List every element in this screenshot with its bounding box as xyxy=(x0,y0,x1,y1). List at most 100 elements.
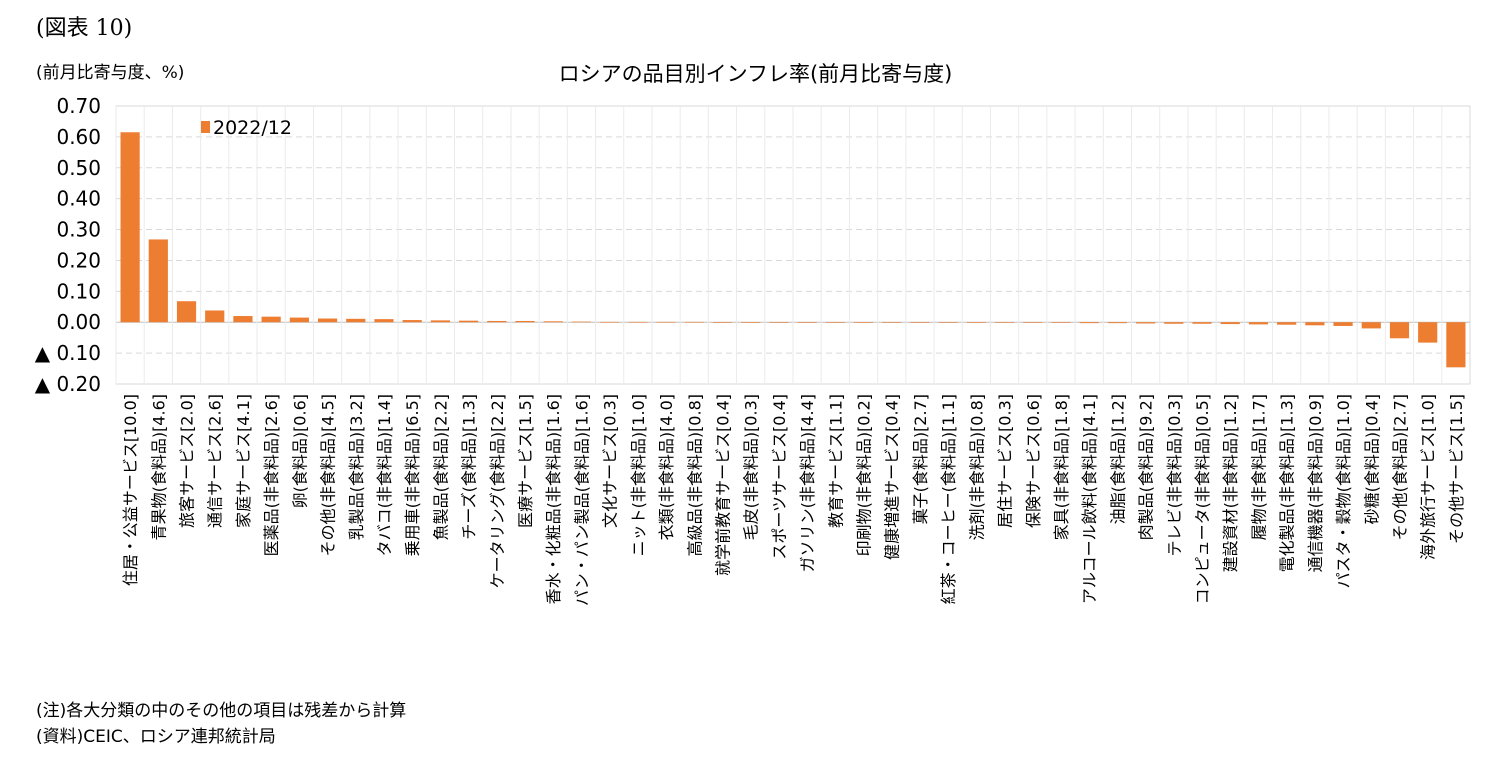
bar xyxy=(1277,322,1297,325)
x-tick-label: 高級品(非食料品)[0.8] xyxy=(685,394,704,556)
y-tick-label: 0.00 xyxy=(56,310,101,334)
bar xyxy=(346,318,366,323)
bar xyxy=(825,322,845,323)
x-tick-label: 健康増進サービス[0.4] xyxy=(883,394,902,560)
x-tick-label: 衣類(非食料品)[4.0] xyxy=(657,394,676,540)
x-tick-label: 就学前教育サービス[0.4] xyxy=(713,394,732,576)
bar xyxy=(1333,322,1353,326)
bar xyxy=(600,321,620,323)
bar xyxy=(1051,322,1071,323)
x-tick-label: 洗剤(非食料品)[0.8] xyxy=(967,394,986,540)
x-tick-label: 建設資材(非食料品)[1.2] xyxy=(1221,394,1240,572)
footnote: (注)各大分類の中のその他の項目は残差から計算 xyxy=(36,701,407,721)
y-tick-label: 0.70 xyxy=(56,94,101,118)
bars xyxy=(120,132,1466,368)
x-tick-label: 履物(非食料品)[1.7] xyxy=(1249,394,1268,540)
x-tick-label: 乗用車(非食料品)[6.5] xyxy=(403,394,422,556)
chart-title: ロシアの品目別インフレ率(前月比寄与度) xyxy=(558,62,953,86)
bar xyxy=(261,316,281,323)
x-tick-label: 紅茶・コーヒー(食料品)[1.1] xyxy=(939,394,958,604)
y-tick-label: 0.50 xyxy=(56,156,101,180)
x-tick-label: タバコ(非食料品)[1.4] xyxy=(375,394,394,556)
bar xyxy=(797,322,817,323)
y-tick-label: 0.40 xyxy=(56,187,101,211)
x-tick-label: チーズ(食料品)[1.3] xyxy=(460,394,479,540)
bar xyxy=(205,310,225,323)
x-tick-label: 印刷物(非食料品)[0.2] xyxy=(855,394,874,556)
bar xyxy=(1192,322,1212,324)
bar xyxy=(684,321,704,323)
x-tick-label: 香水・化粧品(非食料品)[1.6] xyxy=(544,394,563,604)
bar-chart: 0.70 0.60 0.50 0.40 0.30 0.20 0.10 0.00 ▲ 0.10 ▲ … xyxy=(35,94,1471,606)
y-tick-label: 0.30 xyxy=(56,218,101,242)
bar xyxy=(1361,322,1381,329)
x-tick-label: 電化製品(非食料品)[1.3] xyxy=(1278,394,1297,572)
gridlines xyxy=(115,105,1471,385)
bar xyxy=(233,316,253,323)
bar xyxy=(402,320,422,323)
x-tick-label: 青果物(食料品)[4.6] xyxy=(149,394,168,540)
bar xyxy=(543,321,563,323)
bar xyxy=(1446,322,1466,368)
legend-label: 2022/12 xyxy=(213,117,292,139)
x-tick-label: 保険サービス[0.6] xyxy=(1024,394,1043,528)
bar xyxy=(882,322,902,323)
x-tick-label: アルコール飲料(食料品)[4.1] xyxy=(1080,394,1099,604)
bar xyxy=(176,301,197,323)
x-tick-label: テレビ(非食料品)[0.3] xyxy=(1165,394,1184,556)
bar xyxy=(1107,322,1127,324)
y-tick-label: ▲ 0.20 xyxy=(35,372,101,396)
x-tick-label: 肉製品(食料品)[9.2] xyxy=(1137,394,1156,540)
x-axis-ticks: 住居・公益サービス[10.0] 青果物(食料品)[4.6] 旅客サービス[2.0] 通… xyxy=(121,394,1466,606)
x-tick-label: 家具(非食料品)[1.8] xyxy=(1052,394,1071,540)
bar xyxy=(628,321,648,323)
x-tick-label: 家庭サービス[4.1] xyxy=(234,394,253,528)
x-tick-label: 医療サービス[1.5] xyxy=(516,394,535,528)
y-tick-label: ▲ 0.10 xyxy=(35,341,101,365)
x-tick-label: 通信機器(非食料品)[0.9] xyxy=(1306,394,1325,572)
bar xyxy=(148,239,168,323)
x-tick-label: 医薬品(非食料品)[2.6] xyxy=(262,394,281,556)
x-tick-label: パスタ・穀物(食料品)[1.0] xyxy=(1334,394,1353,588)
x-tick-label: 住居・公益サービス[10.0] xyxy=(121,394,140,586)
x-tick-label: 油脂(食料品)[1.2] xyxy=(1108,394,1127,524)
bar xyxy=(1220,322,1240,325)
bar xyxy=(1248,322,1269,325)
x-tick-label: 乳製品(食料品)[3.2] xyxy=(347,394,366,540)
x-tick-label: 文化サービス[0.3] xyxy=(601,394,620,528)
x-tick-label: ニット(非食料品)[1.0] xyxy=(629,394,648,556)
y-tick-label: 0.20 xyxy=(56,248,101,272)
bar xyxy=(289,317,309,323)
bar xyxy=(1305,322,1325,326)
bar xyxy=(853,322,874,323)
legend: 2022/12 xyxy=(201,117,292,139)
x-tick-label: コンピュータ(非食料品)[0.5] xyxy=(1193,394,1212,604)
figure-label: (図表 10) xyxy=(36,16,133,41)
bar xyxy=(1164,322,1184,324)
bar xyxy=(712,322,733,323)
x-tick-label: 菓子(食料品)[2.7] xyxy=(911,394,930,524)
x-tick-label: ガソリン(非食料品)[4.4] xyxy=(798,394,817,572)
x-tick-label: パン・パン製品(食料品)[1.6] xyxy=(572,394,591,606)
bar xyxy=(1023,322,1043,323)
bar xyxy=(459,320,479,323)
y-tick-label: 0.60 xyxy=(56,125,101,149)
x-tick-label: その他サービス[1.5] xyxy=(1447,394,1466,544)
x-tick-label: 卵(食料品)[0.6] xyxy=(290,394,309,508)
y-axis-ticks: 0.70 0.60 0.50 0.40 0.30 0.20 0.10 0.00 ▲ 0.10 ▲ … xyxy=(35,94,101,396)
bar xyxy=(994,322,1015,323)
x-tick-label: 砂糖(食料品)[0.4] xyxy=(1362,394,1381,524)
x-tick-label: その他(食料品)[2.7] xyxy=(1390,394,1409,540)
x-tick-label: スポーツサービス[0.4] xyxy=(770,394,789,560)
bar xyxy=(1079,322,1099,324)
bar xyxy=(1418,322,1438,343)
bar xyxy=(1136,322,1156,324)
bar xyxy=(430,320,450,323)
source-note: (資料)CEIC、ロシア連邦統計局 xyxy=(36,727,276,747)
bar xyxy=(938,322,958,323)
x-tick-label: 海外旅行サービス[1.0] xyxy=(1419,394,1438,560)
x-tick-label: 魚製品(食料品)[2.2] xyxy=(431,394,450,540)
bar xyxy=(487,320,507,323)
x-tick-label: 毛皮(非食料品)[0.3] xyxy=(742,394,761,540)
x-tick-label: 教育サービス[1.1] xyxy=(826,394,845,528)
